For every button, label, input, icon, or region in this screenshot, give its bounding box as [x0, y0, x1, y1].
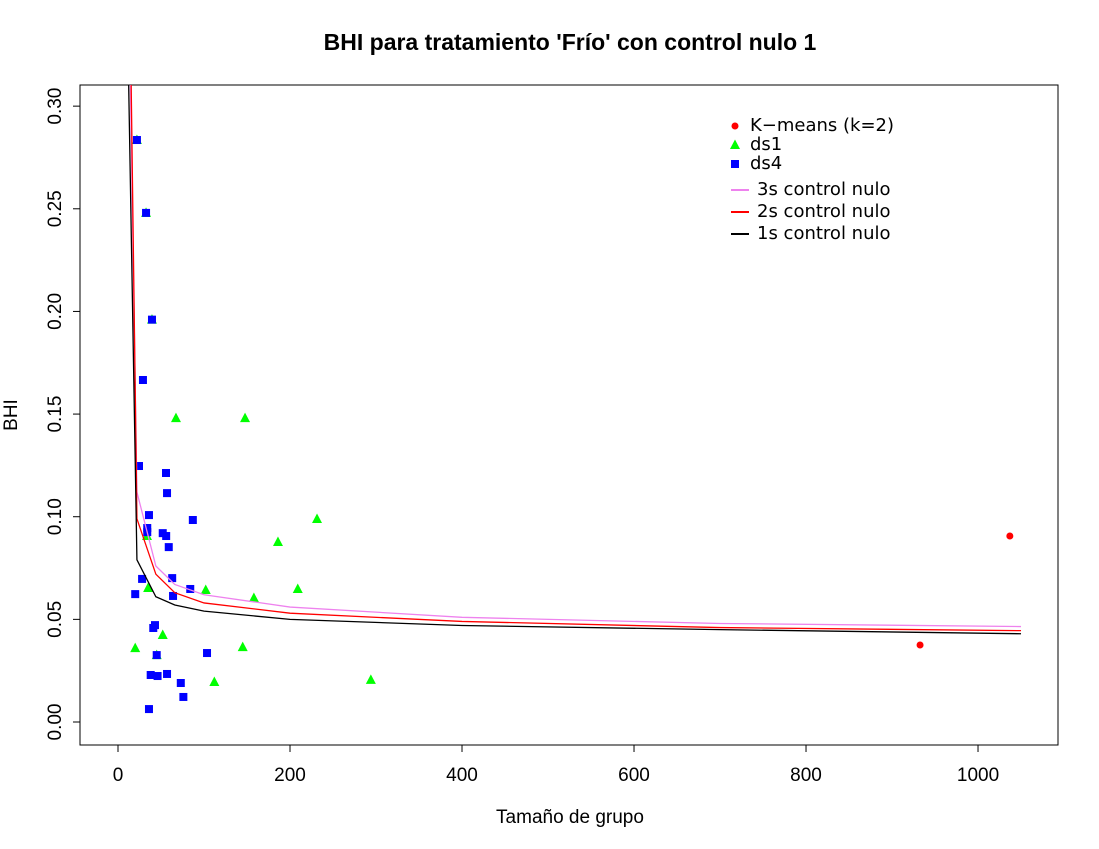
- point: [203, 649, 212, 658]
- plot-frame: [79, 84, 1059, 746]
- point: [138, 574, 147, 583]
- y-tick-label: 0.15: [45, 396, 66, 433]
- y-axis-label: BHI: [1, 399, 22, 431]
- point: [312, 513, 323, 523]
- y-tick-label: 0.30: [45, 88, 66, 125]
- y-tick-label: 0.10: [45, 498, 66, 535]
- point: [168, 574, 177, 583]
- point: [163, 489, 172, 498]
- legend-marker: [731, 160, 739, 168]
- point: [916, 641, 924, 649]
- point: [240, 412, 251, 423]
- legend-label: ds4: [750, 153, 782, 174]
- point: [146, 670, 155, 679]
- point: [237, 641, 248, 652]
- point: [134, 462, 143, 471]
- chart-title: BHI para tratamiento 'Frío' con control …: [324, 29, 817, 55]
- point: [248, 592, 259, 603]
- x-tick-label: 800: [790, 765, 822, 786]
- x-tick-label: 400: [446, 765, 478, 786]
- point: [138, 375, 147, 384]
- point: [200, 584, 211, 595]
- point: [131, 590, 140, 599]
- legend-marker: [730, 139, 740, 149]
- y-tick-label: 0.05: [45, 601, 66, 638]
- legend-marker: [731, 122, 739, 130]
- point: [164, 543, 173, 552]
- null-control-line: [130, 85, 1022, 632]
- point: [163, 669, 172, 678]
- point: [179, 692, 188, 701]
- null-control-line: [128, 85, 1022, 635]
- x-tick-label: 0: [113, 765, 124, 786]
- null-control-line: [129, 85, 1022, 628]
- point: [143, 524, 152, 533]
- point: [143, 582, 154, 592]
- point: [132, 136, 141, 145]
- point: [152, 651, 161, 660]
- legend-label: K−means (k=2): [750, 115, 894, 136]
- point: [365, 674, 376, 684]
- point: [176, 679, 185, 688]
- point: [157, 629, 168, 639]
- y-tick-label: 0.20: [45, 293, 66, 330]
- point: [1006, 532, 1014, 540]
- point: [130, 642, 141, 653]
- point: [209, 676, 220, 686]
- y-tick-label: 0.25: [45, 190, 66, 227]
- legend-label: 3s control nulo: [757, 179, 891, 200]
- legend-label: ds1: [750, 134, 782, 155]
- x-axis-label: Tamaño de grupo: [496, 807, 644, 828]
- x-tick-label: 600: [618, 765, 650, 786]
- point: [147, 315, 156, 324]
- x-tick-label: 1000: [957, 765, 999, 786]
- point: [272, 536, 283, 546]
- point: [153, 672, 162, 681]
- point: [149, 623, 158, 632]
- plot-area: [128, 85, 1022, 714]
- point: [144, 705, 153, 714]
- y-tick-label: 0.00: [45, 704, 66, 741]
- legend-label: 1s control nulo: [757, 223, 891, 244]
- point: [292, 583, 303, 593]
- point: [186, 584, 195, 593]
- point: [162, 532, 171, 541]
- point: [188, 516, 197, 525]
- point: [169, 591, 178, 600]
- point: [170, 412, 181, 423]
- x-tick-label: 200: [274, 765, 306, 786]
- legend-label: 2s control nulo: [757, 201, 891, 222]
- point: [162, 468, 171, 477]
- point: [144, 511, 153, 520]
- point: [142, 208, 151, 217]
